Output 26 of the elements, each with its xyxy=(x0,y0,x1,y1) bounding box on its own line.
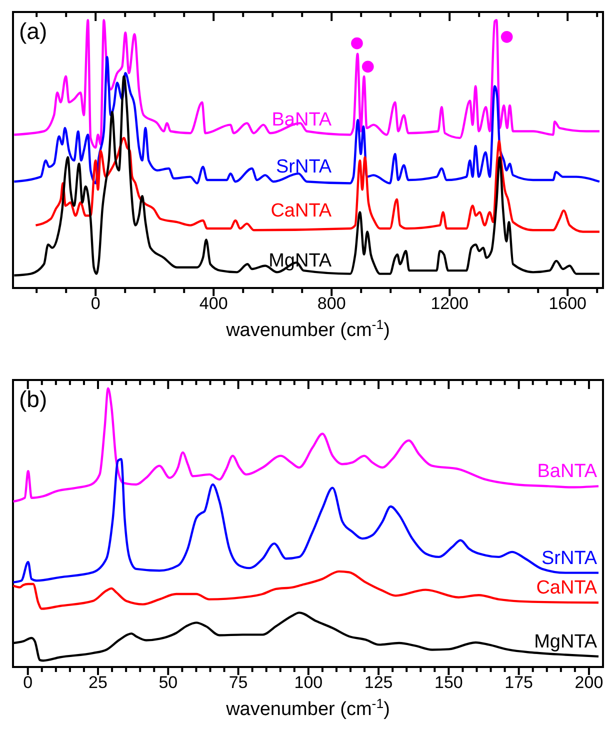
series-label: BaNTA xyxy=(537,461,598,482)
x-tick-label: 50 xyxy=(158,673,178,692)
x-tick-label: 800 xyxy=(317,294,346,314)
chart-title: (a) xyxy=(19,18,48,44)
x-tick-label: 100 xyxy=(294,673,323,692)
x-tick-label: 400 xyxy=(199,294,228,314)
series-label: CaNTA xyxy=(270,200,332,222)
x-tick-label: 175 xyxy=(504,673,534,692)
x-tick-label: 200 xyxy=(574,673,604,692)
x-tick-label: 1600 xyxy=(548,294,587,314)
series-label: MgNTA xyxy=(534,631,598,652)
x-tick-label: 0 xyxy=(90,294,100,314)
series-label: MgNTA xyxy=(268,250,332,272)
x-tick-label: 125 xyxy=(364,673,393,692)
series-label: BaNTA xyxy=(272,110,332,131)
chart-title: (b) xyxy=(19,386,48,412)
x-tick-label: 1200 xyxy=(430,294,469,314)
series-label: CaNTA xyxy=(536,578,598,599)
x-tick-label: 150 xyxy=(434,673,463,692)
series-label: SrNTA xyxy=(542,548,598,569)
x-tick-label: 0 xyxy=(23,673,33,692)
x-axis-title: wavenumber (cm$^{-1}$) xyxy=(225,316,390,341)
x-tick-label: 75 xyxy=(228,673,248,692)
x-axis-title: wavenumber (cm$^{-1}$) xyxy=(225,696,390,720)
series-label: SrNTA xyxy=(276,156,332,178)
x-tick-label: 25 xyxy=(88,673,108,692)
